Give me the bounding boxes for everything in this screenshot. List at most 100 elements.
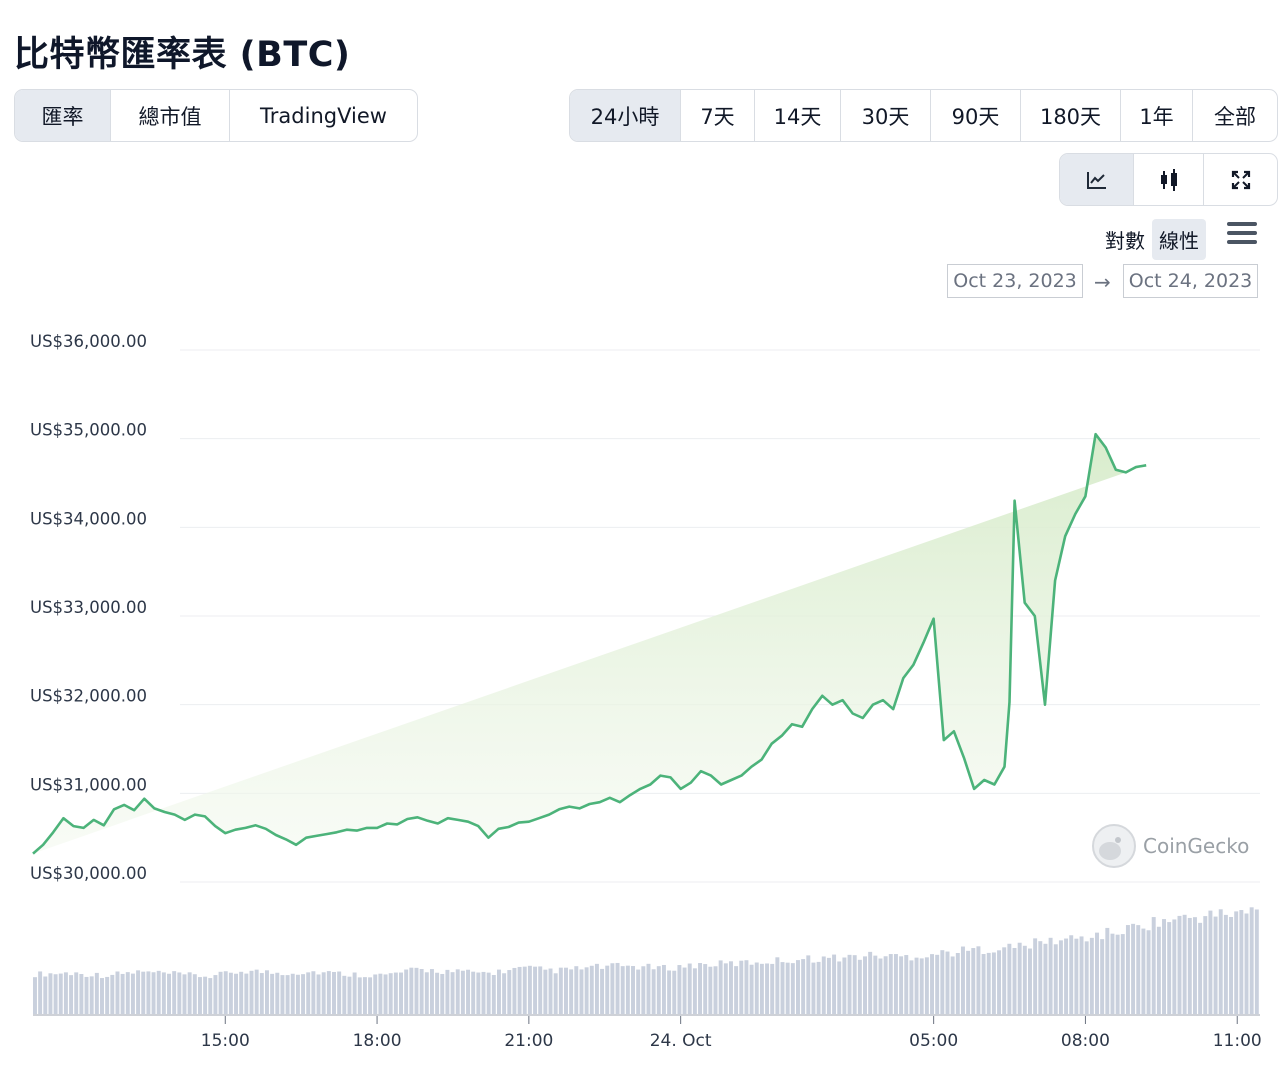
volume-bar (837, 961, 842, 1014)
volume-bar (249, 970, 254, 1014)
fullscreen-button[interactable] (1204, 154, 1277, 205)
line-chart-button[interactable] (1060, 154, 1134, 205)
volume-bar (151, 972, 156, 1014)
volume-bar (924, 957, 929, 1014)
volume-bar (1131, 923, 1136, 1014)
volume-bar (285, 975, 290, 1014)
volume-bar (873, 955, 878, 1014)
volume-bar (1141, 928, 1146, 1014)
x-tick-label: 15:00 (201, 1031, 250, 1051)
volume-bar (728, 961, 733, 1014)
volume-bar (53, 974, 58, 1014)
volume-bar (522, 966, 527, 1014)
volume-bar (651, 969, 656, 1014)
volume-bar (1105, 927, 1110, 1014)
range-180d-button[interactable]: 180天 (1021, 90, 1121, 141)
chart-type-tabs: 匯率 總市值 TradingView (14, 89, 418, 142)
volume-bar (661, 964, 666, 1014)
volume-bar (1095, 932, 1099, 1014)
volume-bar (440, 973, 445, 1014)
volume-bar (754, 962, 759, 1014)
volume-bar (58, 973, 63, 1014)
volume-bar (1120, 934, 1125, 1014)
volume-bar (373, 974, 378, 1014)
volume-bar (110, 974, 115, 1014)
volume-bar (161, 972, 166, 1014)
volume-bar (383, 974, 388, 1014)
range-all-button[interactable]: 全部 (1214, 104, 1256, 129)
volume-bar (692, 968, 697, 1014)
chart-view-toggle (1059, 153, 1278, 206)
volume-bar (481, 971, 486, 1014)
volume-bar (1218, 909, 1223, 1014)
volume-bar (254, 969, 259, 1014)
volume-bar (326, 971, 331, 1014)
volume-bar (33, 977, 37, 1014)
y-tick-label: US$36,000.00 (30, 332, 147, 351)
date-to-input[interactable]: Oct 24, 2023 (1123, 264, 1258, 298)
volume-bar (1172, 919, 1177, 1014)
volume-bar (74, 972, 79, 1014)
volume-bar (337, 971, 342, 1014)
x-tick-label: 18:00 (353, 1031, 402, 1051)
volume-bar (208, 978, 213, 1014)
volume-bar (888, 954, 893, 1014)
volume-bar (955, 953, 960, 1014)
linear-scale-option[interactable]: 線性 (1152, 219, 1206, 260)
volume-bar (708, 966, 713, 1014)
volume-bar (347, 976, 352, 1014)
volume-bar (780, 962, 785, 1014)
log-scale-option[interactable]: 對數 (1105, 229, 1145, 253)
volume-bar (723, 963, 728, 1014)
range-7d-button[interactable]: 7天 (681, 90, 755, 141)
volume-bar (1089, 937, 1094, 1014)
volume-bar (399, 972, 403, 1014)
volume-bar (48, 973, 53, 1014)
range-1y-button[interactable]: 1年 (1121, 90, 1193, 141)
date-from-input[interactable]: Oct 23, 2023 (947, 264, 1083, 298)
hamburger-menu-icon[interactable] (1227, 222, 1257, 248)
range-30d-button[interactable]: 30天 (841, 90, 931, 141)
volume-bar (100, 978, 104, 1014)
volume-bar (239, 971, 244, 1014)
range-90d-button[interactable]: 90天 (931, 90, 1021, 141)
volume-bar (976, 946, 981, 1014)
volume-bar (1208, 910, 1213, 1014)
volume-bar (656, 966, 661, 1014)
volume-bar (130, 973, 135, 1014)
volume-bar (167, 973, 171, 1014)
tab-price[interactable]: 匯率 (15, 90, 111, 141)
volume-bar (414, 967, 419, 1014)
volume-bar (1213, 916, 1218, 1014)
volume-bar (1079, 936, 1084, 1014)
tab-market-cap[interactable]: 總市值 (111, 90, 230, 141)
candlestick-button[interactable] (1134, 154, 1204, 205)
x-tick-label: 08:00 (1061, 1031, 1110, 1051)
volume-bar (579, 969, 584, 1014)
volume-bar (594, 963, 599, 1014)
volume-bar (476, 972, 481, 1014)
range-24h-button[interactable]: 24小時 (570, 90, 681, 141)
y-tick-label: US$33,000.00 (30, 598, 147, 617)
volume-bar (1084, 941, 1089, 1014)
volume-bar (352, 972, 357, 1014)
volume-bar (718, 960, 723, 1014)
volume-bar (584, 967, 589, 1014)
volume-bar (378, 973, 383, 1014)
volume-bar (332, 971, 336, 1014)
volume-bar (631, 966, 635, 1014)
y-tick-label: US$32,000.00 (30, 687, 147, 706)
range-14d-button[interactable]: 14天 (755, 90, 841, 141)
tab-tradingview[interactable]: TradingView (260, 103, 387, 128)
volume-bar (471, 971, 476, 1014)
volume-bar (790, 963, 795, 1014)
volume-bar (517, 966, 522, 1014)
volume-bar (832, 954, 837, 1014)
volume-bar (1048, 937, 1053, 1014)
volume-bar (156, 970, 161, 1014)
volume-bar (863, 956, 867, 1014)
volume-bar (641, 966, 646, 1014)
page-title: 比特幣匯率表 (BTC) (14, 35, 351, 75)
volume-bar (450, 972, 455, 1014)
